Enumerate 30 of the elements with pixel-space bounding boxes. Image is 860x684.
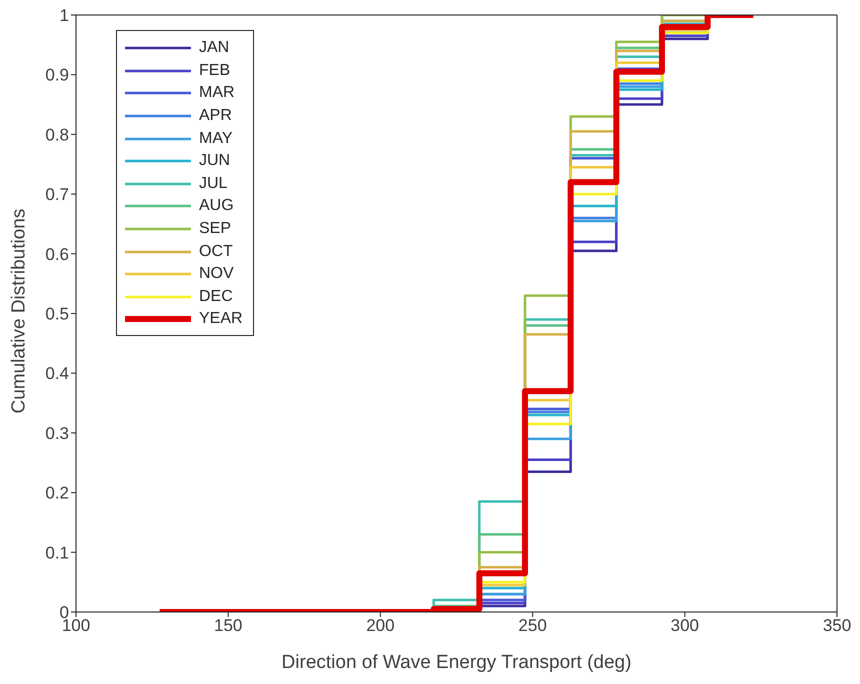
legend-label: JUL	[199, 174, 228, 193]
legend-label: NOV	[199, 265, 234, 284]
legend-label: DEC	[199, 288, 233, 306]
legend-label: JAN	[199, 39, 230, 58]
x-axis-title: Direction of Wave Energy Transport (deg)	[282, 652, 632, 673]
legend-label: SEP	[199, 220, 232, 238]
y-tick-label: 0.7	[45, 185, 69, 204]
y-tick-label: 0.6	[45, 244, 69, 264]
y-axis-title: Cumulative Distributions	[8, 208, 30, 414]
legend-label: MAR	[199, 84, 235, 102]
y-tick-label: 0.8	[45, 125, 69, 144]
y-tick-label: 0.3	[45, 424, 69, 443]
y-tick-label: 0.4	[45, 364, 69, 384]
legend-label: AUG	[199, 197, 234, 216]
x-tick-label: 200	[366, 616, 395, 636]
legend-label: YEAR	[199, 310, 243, 328]
y-tick-label: 0.2	[45, 484, 69, 503]
x-tick-label: 350	[822, 616, 852, 636]
x-tick-label: 150	[214, 616, 242, 636]
y-tick-label: 1	[60, 6, 69, 26]
y-tick-label: 0.1	[45, 543, 69, 562]
x-tick-label: 300	[670, 616, 699, 636]
y-tick-label: 0.5	[45, 304, 69, 324]
x-tick-label: 250	[518, 616, 547, 636]
legend-label: MAY	[199, 130, 232, 148]
y-tick-label: 0.9	[45, 66, 69, 85]
legend-label: FEB	[199, 62, 230, 80]
legend-label: JUN	[199, 152, 230, 170]
legend-label: OCT	[199, 242, 233, 261]
legend-label: APR	[199, 107, 232, 126]
